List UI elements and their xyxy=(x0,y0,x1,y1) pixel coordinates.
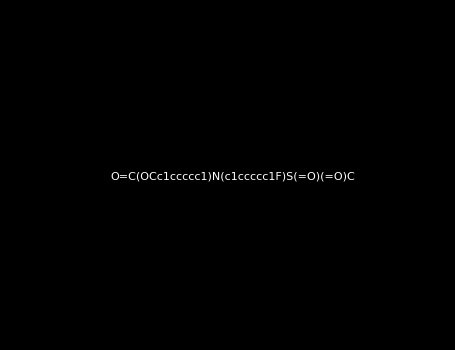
Text: O=C(OCc1ccccc1)N(c1ccccc1F)S(=O)(=O)C: O=C(OCc1ccccc1)N(c1ccccc1F)S(=O)(=O)C xyxy=(111,172,355,182)
